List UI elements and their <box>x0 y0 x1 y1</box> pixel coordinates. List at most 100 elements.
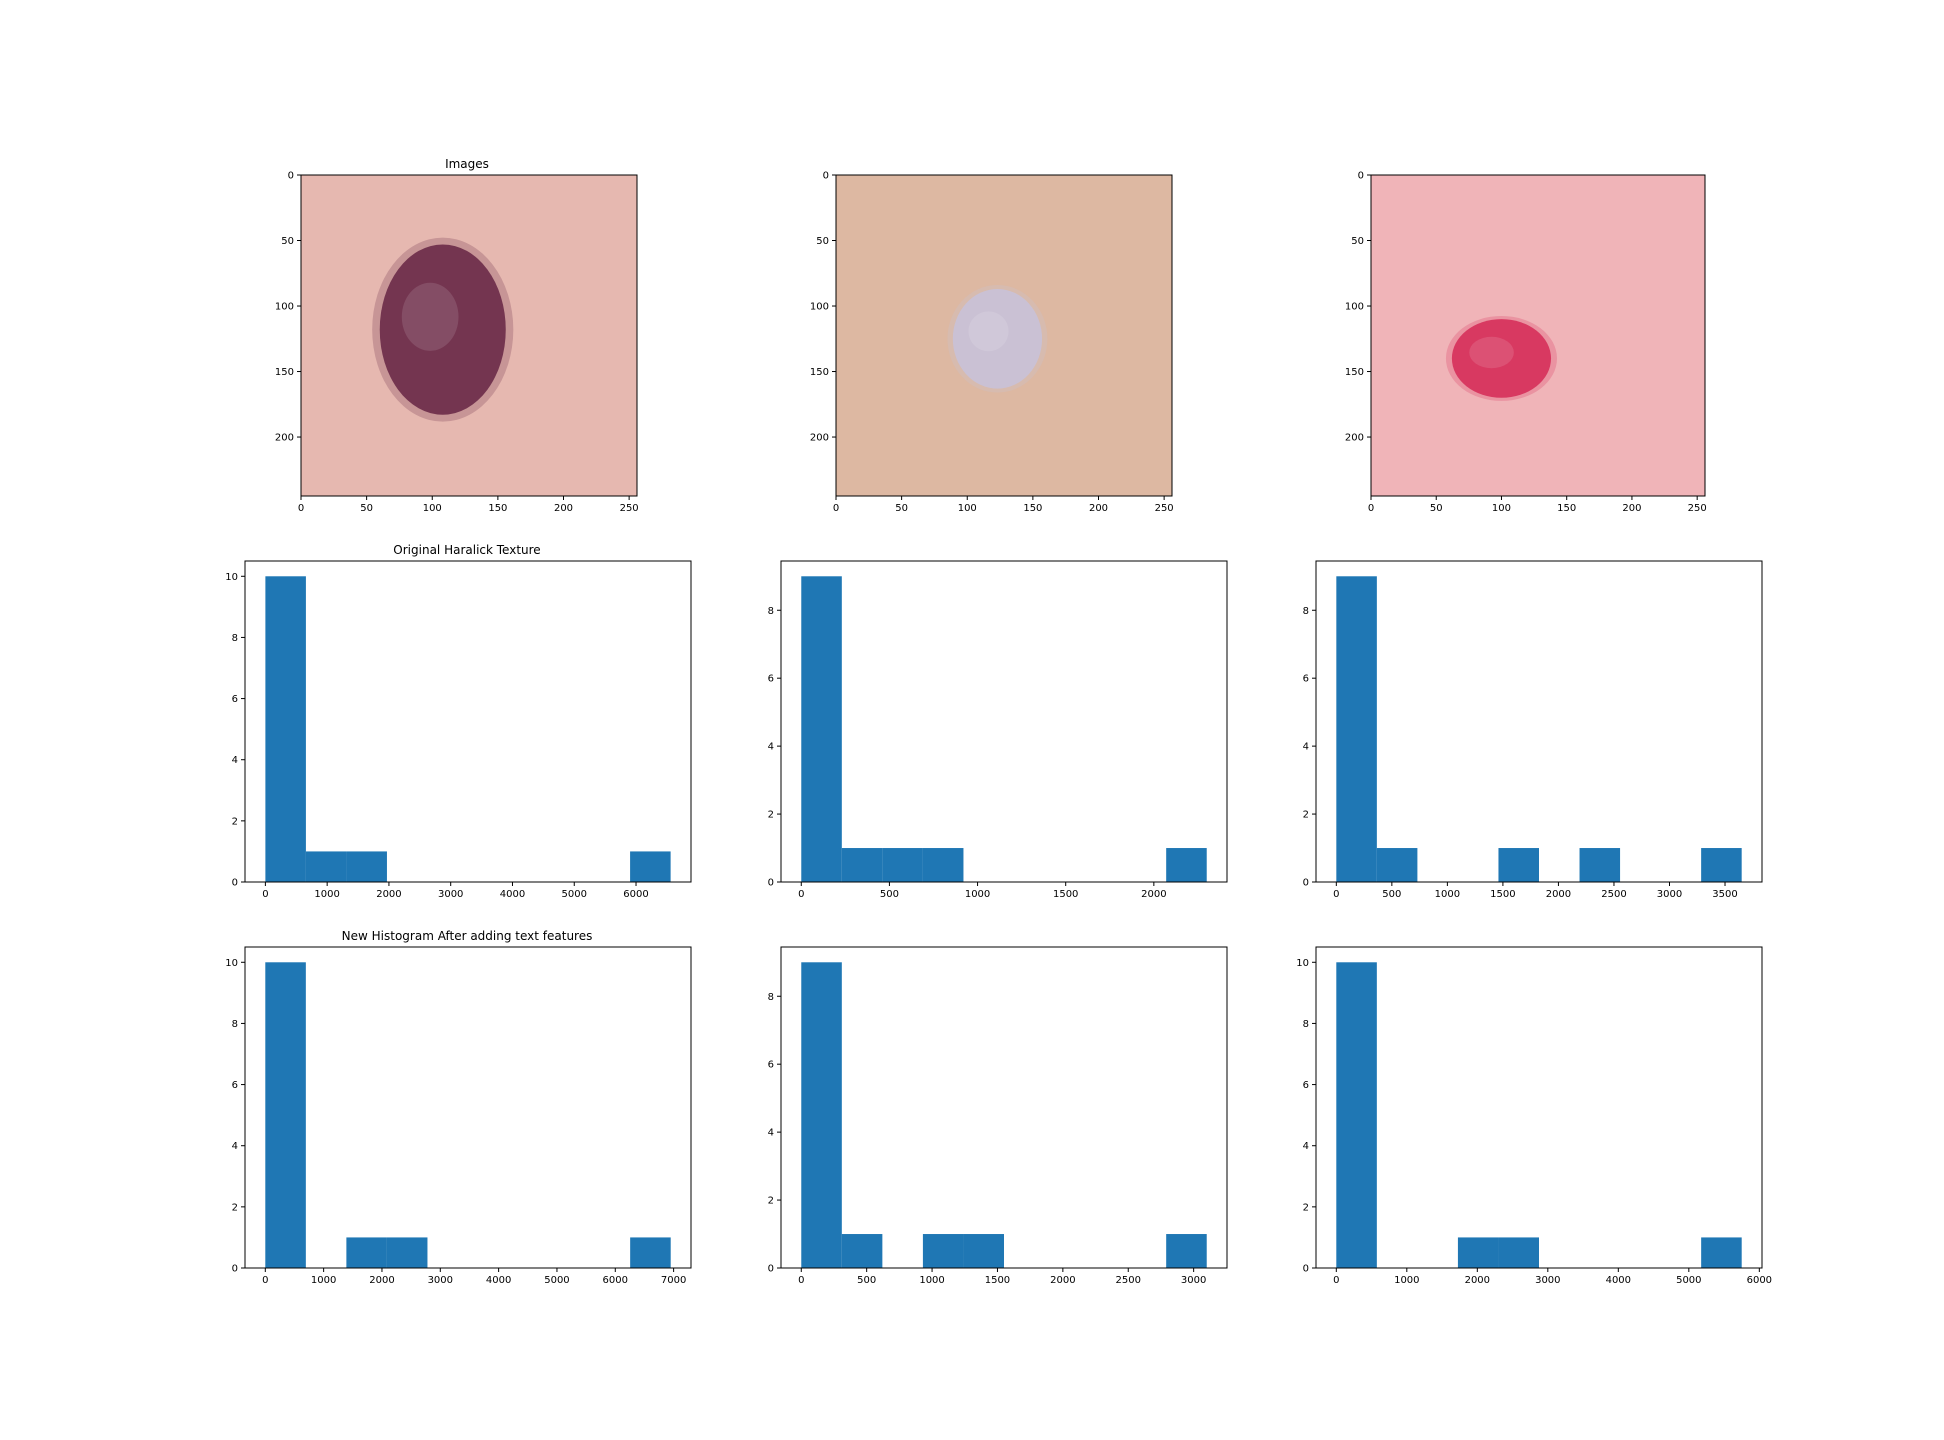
y-tick-label: 2 <box>768 810 774 821</box>
x-tick-label: 3000 <box>1181 1275 1206 1286</box>
histogram-5: 0 500 1000 1500 2000 2500 3000 0 2 4 6 8 <box>768 946 1228 1286</box>
x-tick-label: 0 <box>833 503 839 514</box>
x-tick-label: 2000 <box>1050 1275 1075 1286</box>
x-tick-label: 50 <box>1430 503 1443 514</box>
axes-frame <box>1315 946 1763 1269</box>
y-tick-label: 0 <box>232 878 238 889</box>
x-tick-label: 100 <box>958 503 977 514</box>
x-tick-label: 4000 <box>1606 1275 1631 1286</box>
histogram-bar <box>630 851 671 882</box>
histogram-bar <box>630 1237 671 1268</box>
axes-frame <box>780 560 1228 883</box>
x-tick-label: 500 <box>1382 889 1401 900</box>
histogram-bar <box>841 1234 883 1268</box>
x-tick-label: 1000 <box>1394 1275 1419 1286</box>
y-tick-label: 100 <box>275 302 294 313</box>
y-tick-label: 8 <box>768 992 774 1003</box>
x-tick-label: 0 <box>1333 1275 1339 1286</box>
y-tick-label: 0 <box>288 171 294 182</box>
x-tick-label: 2000 <box>1465 1275 1490 1286</box>
histogram-bar <box>346 851 387 882</box>
x-tick-label: 0 <box>798 889 804 900</box>
y-tick-label: 4 <box>768 742 774 753</box>
x-tick-label: 4000 <box>486 1275 511 1286</box>
x-tick-label: 6000 <box>603 1275 628 1286</box>
image-frame <box>835 174 1173 497</box>
x-tick-label: 100 <box>1492 503 1511 514</box>
y-tick-label: 50 <box>281 236 294 247</box>
x-tick-label: 7000 <box>661 1275 686 1286</box>
histogram-bar <box>346 1237 387 1268</box>
histogram-bar <box>882 848 923 882</box>
axes-frame <box>244 560 692 883</box>
x-tick-label: 2000 <box>369 1275 394 1286</box>
x-tick-label: 1000 <box>965 889 990 900</box>
x-tick-label: 1000 <box>1435 889 1460 900</box>
y-tick-label: 150 <box>275 367 294 378</box>
y-tick-label: 6 <box>768 674 774 685</box>
images-row-title: Images <box>445 157 489 171</box>
y-tick-label: 6 <box>1303 1080 1309 1091</box>
y-tick-label: 6 <box>232 1080 238 1091</box>
x-tick-label: 3000 <box>1657 889 1682 900</box>
x-tick-label: 150 <box>1557 503 1576 514</box>
y-tick-label: 50 <box>816 236 829 247</box>
y-tick-label: 6 <box>1303 674 1309 685</box>
histogram-2: 0 500 1000 1500 2000 0 2 4 6 8 <box>768 560 1228 900</box>
image-frame <box>300 174 638 497</box>
x-tick-label: 500 <box>857 1275 876 1286</box>
x-tick-label: 0 <box>262 889 268 900</box>
image-frame <box>1370 174 1706 497</box>
histogram-bar <box>1579 848 1621 882</box>
histogram-bar <box>1701 1237 1742 1268</box>
x-tick-label: 5000 <box>544 1275 569 1286</box>
x-tick-label: 50 <box>360 503 373 514</box>
new-row-title: New Histogram After adding text features <box>342 929 593 943</box>
lesion-highlight <box>401 282 459 351</box>
x-tick-label: 1000 <box>314 889 339 900</box>
x-tick-label: 250 <box>1688 503 1707 514</box>
histogram-3: 0 500 1000 1500 2000 2500 3000 3500 0 2 4 6 8 <box>1303 560 1763 900</box>
histogram-bar <box>801 576 842 882</box>
y-tick-label: 2 <box>232 1202 238 1213</box>
x-tick-label: 2000 <box>1141 889 1166 900</box>
lesion-highlight <box>1469 336 1514 369</box>
y-tick-label: 4 <box>1303 1141 1309 1152</box>
x-tick-label: 200 <box>1622 503 1641 514</box>
x-tick-label: 0 <box>798 1275 804 1286</box>
y-tick-label: 4 <box>232 755 238 766</box>
x-tick-label: 0 <box>1333 889 1339 900</box>
x-tick-label: 3500 <box>1712 889 1737 900</box>
image-panel-3: 0 50 100 150 200 250 0 50 100 150 200 <box>1345 171 1707 515</box>
x-tick-label: 0 <box>298 503 304 514</box>
y-tick-label: 0 <box>768 1264 774 1275</box>
image-panel-2: 0 50 100 150 200 250 0 50 100 150 200 <box>810 171 1174 515</box>
histogram-bar <box>922 1234 964 1268</box>
original-row-title: Original Haralick Texture <box>393 543 540 557</box>
axes-frame <box>780 946 1228 1269</box>
lesion <box>952 288 1043 389</box>
x-tick-label: 6000 <box>1747 1275 1772 1286</box>
histogram-6: 0 1000 2000 3000 4000 5000 6000 0 2 4 6 8 10 <box>1296 946 1772 1286</box>
x-tick-label: 100 <box>423 503 442 514</box>
x-tick-label: 0 <box>1368 503 1374 514</box>
y-tick-label: 4 <box>768 1128 774 1139</box>
x-tick-label: 1000 <box>311 1275 336 1286</box>
y-tick-label: 200 <box>275 433 294 444</box>
x-tick-label: 250 <box>1155 503 1174 514</box>
x-tick-label: 2500 <box>1116 1275 1141 1286</box>
axes-frame <box>244 946 692 1269</box>
y-tick-label: 0 <box>232 1264 238 1275</box>
image-content-2 <box>836 175 1172 496</box>
y-tick-label: 6 <box>232 694 238 705</box>
histogram-bar <box>1701 848 1742 882</box>
y-tick-label: 150 <box>810 367 829 378</box>
x-tick-label: 3000 <box>438 889 463 900</box>
histogram-bar <box>1376 848 1418 882</box>
lesion-highlight <box>968 311 1009 352</box>
image-panel-1: 0 50 100 150 200 250 0 50 100 150 200 <box>275 171 639 515</box>
histogram-bar <box>386 1237 428 1268</box>
x-tick-label: 2000 <box>1546 889 1571 900</box>
